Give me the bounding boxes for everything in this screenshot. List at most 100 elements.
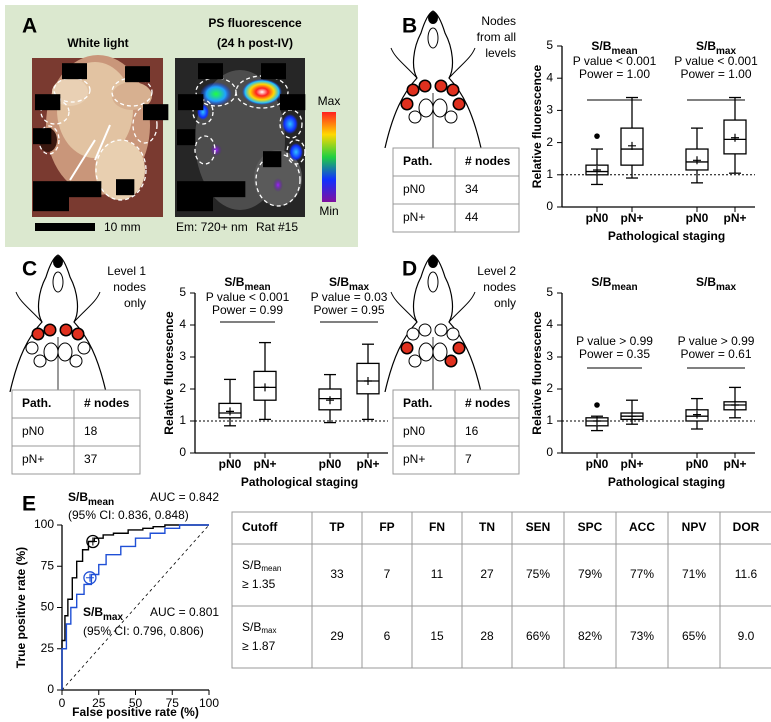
table-cell: 37	[84, 452, 98, 466]
photo-label-background	[62, 63, 88, 80]
cutoff-cross	[85, 573, 94, 582]
x-tick-label: 50	[129, 696, 143, 710]
table-cell-main: S/B	[242, 620, 261, 634]
white-light-photo	[69, 124, 111, 181]
subject-label: Rat #15	[256, 220, 298, 234]
mean-marker	[693, 410, 701, 419]
table-header: FN	[429, 520, 445, 534]
group-title-sub: max	[349, 282, 369, 293]
table-cell: ≥ 1.87	[242, 639, 276, 653]
cutoff-point	[86, 534, 100, 549]
photo-label-background	[263, 151, 282, 168]
photo-title: PS fluorescence	[208, 16, 302, 30]
y-tick-label: 75	[41, 558, 55, 572]
x-tick-label: 25	[92, 696, 106, 710]
significance-annotation: Power = 0.35	[579, 347, 650, 361]
photo-label-background	[35, 94, 61, 111]
table-header: DOR	[733, 520, 760, 534]
panel-label: D	[402, 258, 417, 281]
rat-drawing	[384, 254, 482, 392]
table-cell: 6	[384, 629, 391, 643]
fluorescence-photo	[273, 178, 283, 192]
x-tick-label: pN0	[686, 457, 709, 471]
photo-label-background	[143, 104, 169, 121]
table-cell: 66%	[526, 629, 550, 643]
rat-drawing	[435, 80, 447, 92]
table-cell: ≥ 1.35	[242, 577, 276, 591]
photo-label: gland	[35, 196, 67, 210]
photo-label-background	[177, 195, 213, 212]
group-title-sub: mean	[611, 46, 637, 57]
mean-marker	[693, 156, 701, 165]
y-axis-title: True positive rate (%)	[14, 547, 28, 668]
x-tick-label: pN+	[620, 457, 643, 471]
legend-name: S/Bmax	[83, 605, 123, 622]
panel-label: C	[22, 258, 37, 281]
y-tick-label: 1	[179, 413, 186, 427]
x-tick-label: pN+	[356, 457, 379, 471]
group-title-sub: mean	[611, 282, 637, 293]
x-tick-label: 0	[59, 696, 66, 710]
table-cell: 82%	[578, 629, 602, 643]
mean-marker	[364, 377, 372, 385]
auc-label: AUC = 0.842	[150, 490, 219, 504]
rat-drawing	[9, 10, 482, 392]
table-cell: 73%	[630, 629, 654, 643]
table-cell: 79%	[578, 567, 602, 581]
photo-label: L2	[265, 152, 279, 166]
chance-line	[61, 524, 210, 691]
x-tick-label: pN+	[620, 211, 643, 225]
white-light-photo	[32, 55, 163, 217]
table-cell: 28	[480, 629, 494, 643]
group-title-main: S/B	[329, 275, 349, 289]
table-header: FP	[379, 520, 394, 534]
x-tick-label: pN0	[319, 457, 342, 471]
rat-drawing	[32, 328, 44, 340]
photo-label: L2	[179, 130, 193, 144]
panel-caption: nodes	[483, 280, 516, 294]
group-title-main: S/B	[696, 275, 716, 289]
y-tick-label: 0	[179, 445, 186, 459]
colorbar-label: Min	[319, 204, 338, 218]
photo-label: gland	[179, 196, 211, 210]
y-tick-label: 5	[546, 38, 553, 52]
white-light-photo	[40, 99, 70, 125]
table-cell: 7	[384, 567, 391, 581]
x-tick-label: pN+	[723, 457, 746, 471]
table-cell: 44	[465, 210, 479, 224]
table-header: # nodes	[84, 396, 130, 410]
panel-label: A	[22, 15, 37, 38]
significance-annotation: Power = 1.00	[579, 67, 650, 81]
table-header: Cutoff	[242, 520, 278, 534]
photo-label: L2	[118, 180, 132, 194]
mean-marker	[261, 383, 269, 392]
y-tick-label: 2	[179, 381, 186, 395]
significance-annotation: P value = 0.03	[311, 290, 388, 304]
y-axis-title: Relative fluorescence	[162, 311, 176, 435]
group-title: S/Bmean	[591, 39, 637, 56]
rat-drawing	[453, 98, 465, 110]
table-header: SEN	[526, 520, 551, 534]
x-axis-title: Pathological staging	[241, 475, 358, 489]
photo-label: L1b	[37, 95, 58, 109]
mean-marker	[593, 417, 601, 425]
group-title: S/Bmax	[329, 275, 369, 292]
y-axis-title: Relative fluorescence	[530, 311, 544, 435]
table-border	[231, 511, 771, 669]
x-tick-label: pN+	[253, 457, 276, 471]
table-cell: 77%	[630, 567, 654, 581]
rat-drawing	[419, 80, 431, 92]
photo-label: Mandibular	[35, 182, 99, 196]
photo-label: L1a	[127, 67, 148, 81]
significance-annotation: Power = 0.61	[680, 347, 751, 361]
table-cell: pN+	[403, 452, 425, 466]
group-title-main: S/B	[591, 275, 611, 289]
photo-label-background	[178, 94, 204, 111]
rat-drawing	[60, 324, 72, 336]
group-title-sub: max	[716, 46, 736, 57]
table-cell: 33	[330, 567, 344, 581]
y-tick-label: 5	[179, 285, 186, 299]
y-tick-label: 100	[34, 517, 54, 531]
